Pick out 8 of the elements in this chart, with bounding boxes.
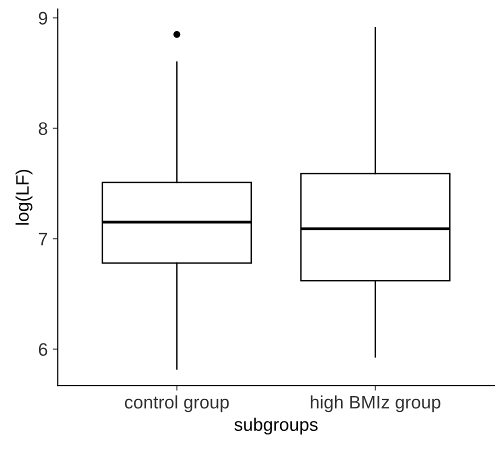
y-axis-title: log(LF)	[16, 170, 32, 225]
x-tick-label: high BMIz group	[310, 395, 440, 412]
x-axis-title: subgroups	[234, 418, 318, 435]
y-tick-label: 9	[38, 12, 48, 25]
y-tick-label: 7	[38, 232, 48, 246]
y-tick-label: 6	[38, 343, 48, 356]
x-tick-label: control group	[124, 395, 229, 412]
y-tick-label: 8	[38, 122, 48, 136]
